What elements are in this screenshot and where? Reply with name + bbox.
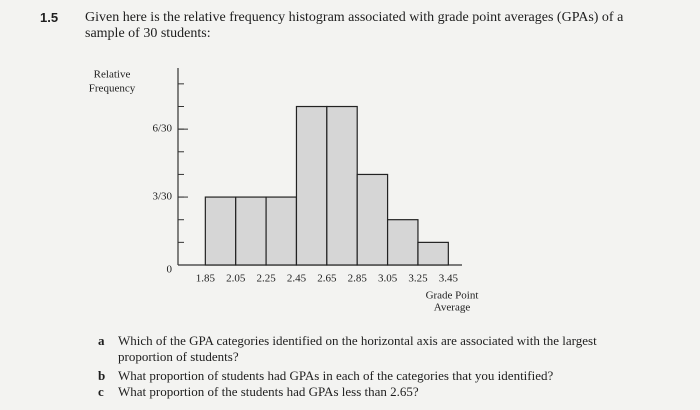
x-tick-label: 2.25	[256, 273, 276, 285]
bar	[417, 241, 449, 266]
x-tick-label: 2.65	[317, 273, 337, 285]
x-tick-label: 2.85	[348, 273, 368, 285]
bar	[295, 105, 328, 266]
bar	[386, 219, 419, 266]
y-axis-label: Frequency	[89, 83, 136, 95]
problem-statement: Given here is the relative frequency his…	[85, 10, 624, 41]
x-tick-label: 3.45	[439, 273, 459, 285]
question-label: b	[98, 368, 106, 383]
x-tick-label: 1.85	[196, 273, 216, 285]
problem-number: 1.5	[40, 10, 59, 25]
x-tick-label: 3.25	[408, 273, 428, 285]
x-axis-label: Average	[434, 302, 471, 314]
x-tick-label: 3.05	[378, 273, 398, 285]
y-tick-label: 0	[167, 264, 173, 276]
question-label: a	[98, 333, 105, 348]
question-text: What proportion of the students had GPAs…	[118, 384, 419, 399]
question-text: What proportion of students had GPAs in …	[118, 368, 554, 383]
y-axis-label: Relative	[94, 69, 131, 81]
x-axis-label: Grade Point	[426, 290, 479, 302]
question-text: Which of the GPA categories identified o…	[118, 333, 597, 364]
y-tick-label: 6/30	[152, 123, 172, 135]
question-label: c	[98, 384, 104, 399]
bar	[326, 105, 358, 266]
x-tick-label: 2.45	[287, 273, 307, 285]
bar	[265, 196, 298, 266]
bar	[356, 173, 389, 266]
y-tick-label: 3/30	[152, 191, 172, 203]
bar	[204, 196, 237, 266]
bar	[235, 196, 267, 266]
x-tick-label: 2.05	[226, 273, 246, 285]
